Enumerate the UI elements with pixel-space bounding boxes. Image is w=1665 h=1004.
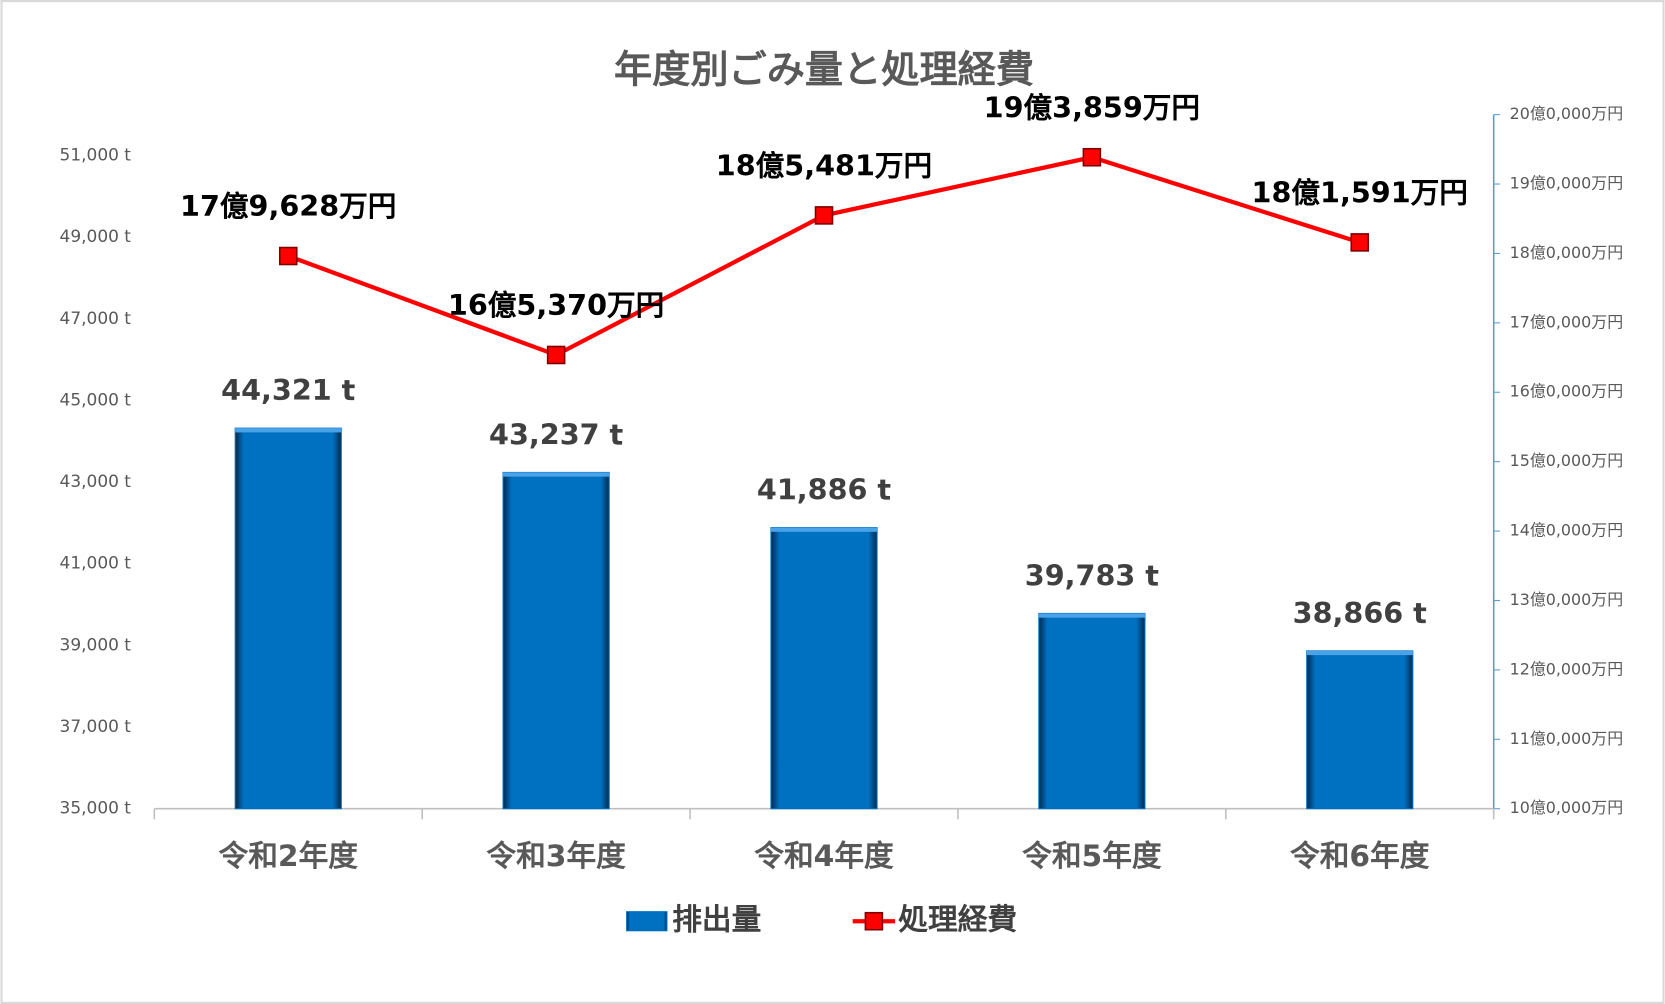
x-tick-label: 令和6年度: [1290, 839, 1430, 874]
y-tick-label: 45,000 t: [60, 390, 132, 410]
y-tick-label: 37,000 t: [60, 717, 132, 737]
bar-top: [503, 472, 610, 477]
line-value-label: 17億9,628万円: [180, 189, 396, 223]
y2-tick-label: 19億0,000万円: [1510, 174, 1624, 193]
x-tick-label: 令和3年度: [486, 839, 626, 874]
legend-swatch: [626, 911, 668, 932]
line-marker: [1082, 147, 1102, 167]
line-value-label: 19億3,859万円: [984, 90, 1200, 124]
y2-tick-label: 10億0,000万円: [1510, 798, 1624, 817]
line-marker: [546, 345, 566, 365]
y-tick-label: 51,000 t: [60, 145, 132, 165]
bar-top: [770, 527, 878, 532]
y-tick-label: 43,000 t: [60, 472, 132, 492]
bar-value-label: 38,866 t: [1293, 596, 1427, 630]
bar: [1038, 612, 1146, 810]
y2-tick-label: 20億0,000万円: [1510, 104, 1624, 123]
y2-tick-label: 13億0,000万円: [1510, 590, 1624, 609]
y2-tick-label: 12億0,000万円: [1510, 659, 1624, 678]
y2-tick-label: 16億0,000万円: [1510, 382, 1624, 401]
line-value-label: 16億5,370万円: [448, 288, 664, 322]
y2-tick-label: 18億0,000万円: [1510, 243, 1624, 262]
line-value-label: 18億1,591万円: [1252, 176, 1468, 210]
bar-value-label: 43,237 t: [489, 417, 623, 451]
bar: [502, 471, 610, 810]
bar-value-label: 41,886 t: [757, 472, 891, 506]
legend-label: 排出量: [672, 903, 761, 938]
x-tick-label: 令和5年度: [1022, 839, 1162, 874]
bar-top: [1306, 650, 1413, 656]
x-tick-label: 令和4年度: [754, 839, 894, 874]
bar: [770, 527, 878, 810]
y2-tick-label: 11億0,000万円: [1510, 729, 1624, 748]
y-tick-label: 35,000 t: [60, 799, 132, 819]
y2-tick-label: 17億0,000万円: [1510, 312, 1624, 331]
y2-tick-label: 15億0,000万円: [1510, 451, 1624, 470]
y-tick-label: 41,000 t: [60, 554, 132, 574]
line-marker: [278, 246, 298, 266]
y-tick-label: 49,000 t: [60, 227, 132, 247]
legend-label: 処理経費: [898, 903, 1017, 938]
bar-top: [1038, 613, 1145, 618]
bar-value-label: 44,321 t: [221, 373, 355, 407]
y2-tick-label: 14億0,000万円: [1510, 521, 1624, 540]
line-value-label: 18億5,481万円: [716, 149, 932, 183]
chart-title: 年度別ごみ量と処理経費: [614, 49, 1034, 93]
line-marker: [814, 206, 834, 225]
bar-top: [235, 428, 342, 433]
x-tick-label: 令和2年度: [219, 839, 359, 874]
legend-swatch-marker: [864, 911, 884, 931]
line-marker: [1350, 233, 1370, 252]
bar-value-label: 39,783 t: [1025, 558, 1159, 592]
y-tick-label: 47,000 t: [60, 309, 132, 329]
bar: [234, 427, 342, 810]
bar: [1306, 650, 1414, 810]
y-tick-label: 39,000 t: [60, 635, 132, 655]
